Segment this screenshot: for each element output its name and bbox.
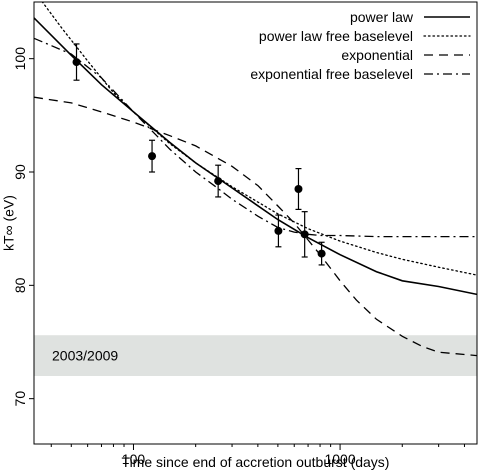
data-point-3	[214, 164, 223, 198]
reference-band-layer: 2003/2009	[34, 335, 477, 376]
point-marker	[72, 58, 81, 67]
x-tick-label: 1000	[324, 451, 355, 467]
legend-label-3: exponential	[341, 47, 413, 63]
x-tick-label: 100	[122, 451, 146, 467]
data-point-4	[274, 214, 283, 248]
plot-frame	[33, 1, 478, 445]
x-axis-title: Time since end of accretion outburst (da…	[122, 454, 390, 470]
point-marker	[294, 185, 303, 193]
data-point-7	[317, 241, 326, 266]
series-line-4	[34, 37, 477, 238]
data-point-1	[72, 43, 81, 81]
legend-label-1: power law	[350, 9, 414, 25]
point-marker	[300, 230, 309, 239]
series-line-1	[34, 17, 477, 296]
legend-label-2: power law free baselevel	[259, 28, 413, 44]
series-line-3	[34, 96, 477, 357]
reference-band-label: 2003/2009	[52, 348, 118, 364]
legend: power law power law free baselevel exponen…	[250, 9, 471, 82]
y-tick-label: 70	[12, 391, 28, 407]
point-marker	[214, 177, 223, 186]
y-tick-label: 100	[12, 47, 28, 71]
legend-label-4: exponential free baselevel	[250, 66, 413, 82]
point-marker	[148, 152, 157, 161]
data-point-6	[300, 211, 309, 258]
y-tick-label: 80	[12, 277, 28, 293]
point-marker	[317, 249, 326, 258]
data-point-2	[148, 139, 157, 173]
data-points	[72, 43, 326, 266]
point-marker	[274, 226, 283, 235]
y-axis-title: kT∞ (eV)	[1, 195, 17, 251]
series-line-2	[41, 2, 477, 276]
model-curves	[34, 2, 477, 357]
reference-band	[34, 335, 477, 376]
axis-ticks: 70 80 90 100 100 1000	[12, 47, 465, 467]
data-point-5	[294, 168, 303, 210]
y-tick-label: 90	[12, 164, 28, 180]
